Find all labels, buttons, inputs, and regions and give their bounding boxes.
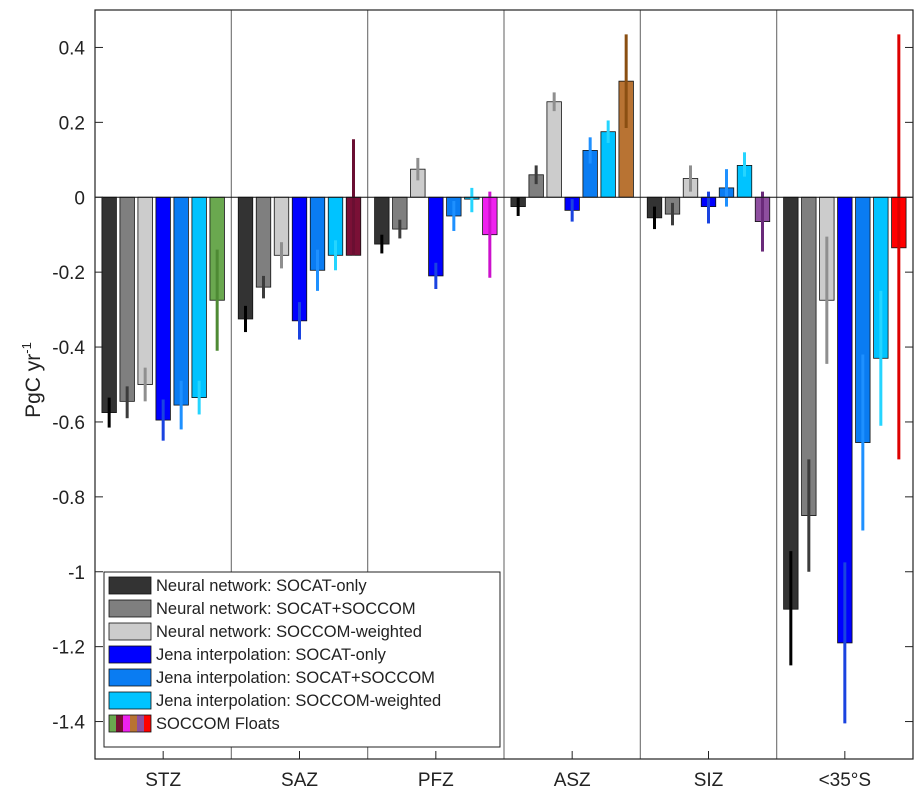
legend-swatch-part	[123, 715, 130, 732]
y-ticks: 0.4 0.2 0 -0.2 -0.4 -0.6 -0.8 -1 -1.2 -1.4	[52, 38, 913, 734]
bar-STZ-series-1	[119, 196, 135, 402]
bar-SAZ-series-0	[237, 196, 254, 320]
legend-label: SOCCOM Floats	[156, 715, 280, 733]
y-tick-label: -0.8	[52, 488, 85, 509]
y-tick-label: 0.2	[59, 113, 85, 134]
legend-label: Jena interpolation: SOCAT-only	[156, 646, 387, 664]
bar-ASZ-series-2	[546, 101, 562, 198]
y-tick-label: -1	[68, 563, 85, 584]
x-tick-label: ASZ	[554, 770, 591, 791]
y-axis-label-text: PgC yr	[22, 354, 45, 418]
legend-swatch	[108, 691, 152, 710]
y-tick-label: -1.4	[52, 713, 85, 734]
bar-STZ-series-5	[191, 196, 207, 399]
bars-layer	[101, 80, 907, 644]
legend-label: Jena interpolation: SOCCOM-weighted	[156, 692, 441, 710]
x-tick-labels: STZ SAZ PFZ ASZ SIZ <35°S	[145, 751, 871, 791]
plot-frame	[94, 9, 914, 760]
bar-STZ-series-2	[137, 196, 153, 385]
legend-swatch-part	[130, 715, 137, 732]
bar-35S-series-0	[783, 196, 799, 610]
x-tick-label: <35°S	[819, 770, 872, 791]
bar-STZ-series-4	[173, 196, 189, 406]
y-tick-label: -1.2	[52, 638, 85, 659]
legend-swatch-part	[137, 715, 144, 732]
y-tick-label: 0	[74, 188, 85, 209]
y-axis-label-superscript: -1	[19, 342, 34, 354]
legend-box	[103, 571, 501, 748]
y-tick-label: -0.6	[52, 413, 85, 434]
legend-swatch	[108, 599, 152, 618]
legend-label: Neural network: SOCAT-only	[156, 577, 367, 595]
legend-label: Jena interpolation: SOCAT+SOCCOM	[156, 669, 435, 687]
legend-swatch-part	[144, 715, 151, 732]
legend-swatch	[108, 668, 152, 687]
x-tick-label: STZ	[145, 770, 181, 791]
legend-swatch	[108, 622, 152, 641]
legend-swatch-frame	[108, 714, 152, 733]
bar-STZ-series-3	[155, 196, 171, 421]
legend-swatch	[108, 576, 152, 595]
legend-swatch	[108, 645, 152, 664]
x-tick-label: PFZ	[418, 770, 454, 791]
bar-SAZ-series-1	[255, 196, 272, 288]
legend-label: Neural network: SOCAT+SOCCOM	[156, 600, 416, 618]
y-tick-label: -0.4	[52, 338, 85, 359]
y-tick-label: -0.2	[52, 263, 85, 284]
x-tick-label: SAZ	[281, 770, 318, 791]
legend-swatch-part	[109, 715, 116, 732]
legend-label: Neural network: SOCCOM-weighted	[156, 623, 422, 641]
axes	[94, 9, 914, 760]
y-axis-label: PgC yr-1	[19, 342, 45, 418]
legend-swatch-part	[116, 715, 123, 732]
x-tick-label: SIZ	[694, 770, 724, 791]
y-tick-label: 0.4	[59, 38, 86, 59]
legend: Neural network: SOCAT-only Neural network…	[103, 571, 501, 748]
bar-STZ-series-0	[101, 196, 117, 413]
